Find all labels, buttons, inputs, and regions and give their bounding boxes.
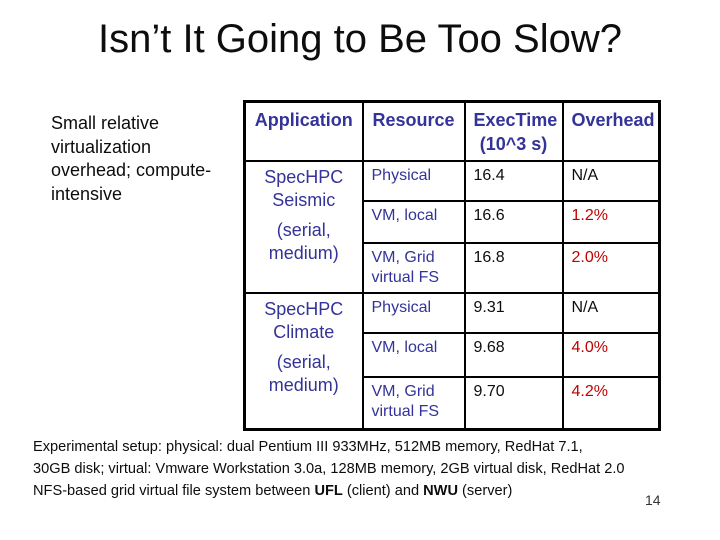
application-cell-climate: SpecHPC Climate (serial, medium) [243,292,364,430]
setup-line-3-post: (server) [458,483,513,499]
resource-cell: VM, local [361,332,466,378]
table-row: VM, local 9.68 4.0% [245,332,661,378]
table-row: SpecHPC Climate (serial, medium) Physica… [243,292,661,430]
sidebar-note: Small relative virtualization overhead; … [51,113,212,204]
setup-line-3-mid: (client) and [342,483,424,499]
overhead-cell: N/A [561,160,661,202]
overhead-cell: 2.0% [561,242,661,294]
resource-cell: VM, local [361,200,466,244]
col-header-resource: Resource [361,100,466,162]
page-number: 14 [645,492,661,508]
overhead-cell: 1.2% [561,200,661,244]
col-header-application: Application [243,100,364,162]
setup-site-ufl: UFL [314,483,343,499]
application-name: SpecHPC Climate [264,299,344,342]
setup-line-3-pre: NFS-based grid virtual file system betwe… [33,483,315,499]
application-cell-seismic: SpecHPC Seismic (serial, medium) [243,160,364,294]
table-row: VM, Grid virtual FS 9.70 4.2% [245,376,661,430]
application-variant: (serial, medium) [268,220,339,263]
overhead-cell: 4.0% [561,332,661,378]
resource-cell: VM, Grid virtual FS [361,376,466,430]
exec-time-cell: 9.68 [463,332,564,378]
resource-cell: VM, Grid virtual FS [361,242,466,294]
table-row: SpecHPC Seismic (serial, medium) Physica… [243,160,661,294]
setup-line-3: NFS-based grid virtual file system betwe… [33,480,717,502]
table-header-row: Application Resource ExecTime (10^3 s) O… [243,100,661,162]
exec-time-cell: 9.70 [463,376,564,430]
results-table: Application Resource ExecTime (10^3 s) O… [243,100,661,431]
exec-time-cell: 16.6 [463,200,564,244]
setup-line-1: Experimental setup: physical: dual Penti… [33,439,583,455]
application-name: SpecHPC Seismic [264,167,344,210]
table-row: VM, local 16.6 1.2% [245,200,661,244]
resource-cell: Physical [361,292,466,334]
setup-line-2: 30GB disk; virtual: Vmware Workstation 3… [33,461,625,477]
overhead-cell: N/A [561,292,661,334]
table-row: VM, Grid virtual FS 16.8 2.0% [245,242,661,294]
col-header-overhead: Overhead [561,100,661,162]
application-variant: (serial, medium) [268,352,339,395]
experimental-setup-note: Experimental setup: physical: dual Penti… [33,436,717,502]
exec-time-cell: 16.4 [463,160,564,202]
col-header-exectime: ExecTime (10^3 s) [463,100,564,162]
exec-time-cell: 16.8 [463,242,564,294]
exec-time-cell: 9.31 [463,292,564,334]
overhead-cell: 4.2% [561,376,661,430]
setup-site-nwu: NWU [423,483,458,499]
slide-title: Isn’t It Going to Be Too Slow? [97,17,622,61]
resource-cell: Physical [361,160,466,202]
